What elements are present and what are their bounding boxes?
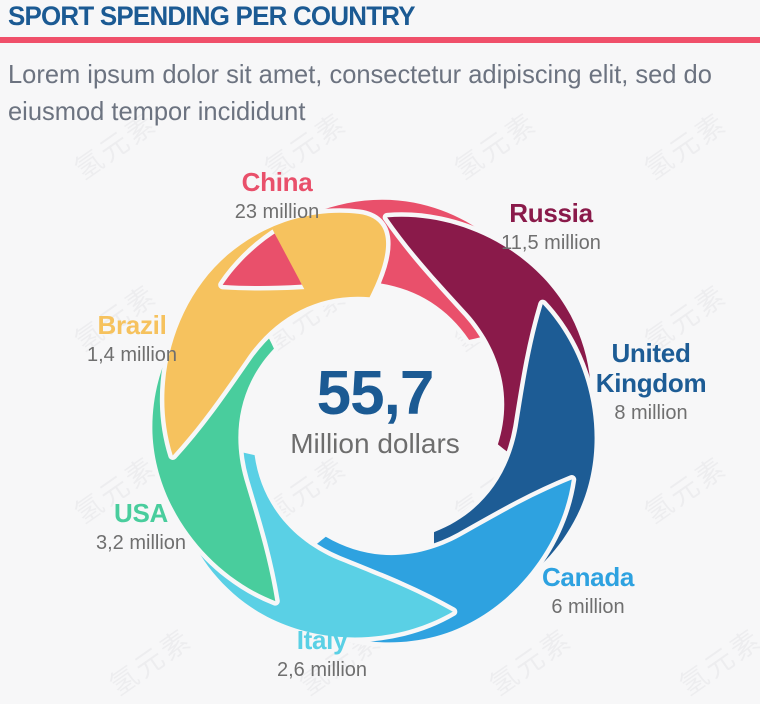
petal-brazil — [159, 208, 391, 460]
sport-spending-swirl-chart — [152, 199, 595, 643]
chart-center-total: 55,7 Million dollars — [290, 362, 460, 460]
country-label-usa: USA 3,2 million — [95, 498, 187, 555]
country-name: China — [241, 167, 313, 197]
country-label-china: China 23 million — [234, 167, 320, 224]
country-label-russia: Russia 11,5 million — [501, 198, 601, 255]
country-label-canada: Canada 6 million — [541, 562, 635, 619]
country-label-italy: Italy 2,6 million — [276, 625, 368, 682]
country-name: USA — [113, 498, 168, 528]
header-accent-rule — [0, 37, 760, 43]
total-unit-label: Million dollars — [290, 428, 460, 459]
total-value: 55,7 — [316, 359, 435, 428]
country-value: 11,5 million — [501, 231, 601, 254]
page-title: SPORT SPENDING PER COUNTRY — [8, 1, 416, 31]
country-value: 2,6 million — [276, 658, 368, 681]
country-name: Russia — [509, 198, 593, 228]
country-name: Italy — [296, 625, 348, 655]
country-label-united-kingdom: United Kingdom 8 million — [566, 338, 736, 425]
country-value: 6 million — [551, 595, 625, 618]
country-value: 8 million — [614, 401, 688, 424]
country-value: 23 million — [234, 200, 320, 223]
intro-text: Lorem ipsum dolor sit amet, consectetur … — [8, 59, 712, 126]
country-name: Brazil — [97, 310, 167, 340]
country-name: United Kingdom — [595, 338, 707, 398]
country-value: 1,4 million — [86, 343, 178, 366]
country-name: Canada — [541, 562, 635, 592]
country-label-brazil: Brazil 1,4 million — [86, 310, 178, 367]
country-value: 3,2 million — [95, 531, 187, 554]
